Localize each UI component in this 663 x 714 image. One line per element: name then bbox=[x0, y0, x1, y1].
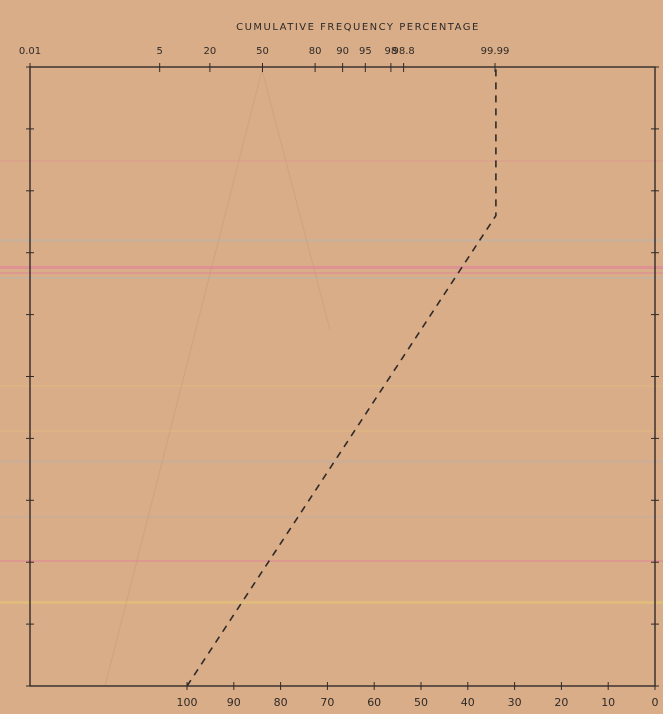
chart-title: CUMULATIVE FREQUENCY PERCENTAGE bbox=[236, 22, 480, 33]
ghost-line bbox=[104, 69, 263, 687]
stripe bbox=[0, 385, 663, 387]
top-tick-label: 98.8 bbox=[392, 46, 414, 57]
top-tick-label: 80 bbox=[309, 46, 322, 57]
stripe bbox=[0, 239, 663, 242]
top-tick-label: 5 bbox=[156, 46, 162, 57]
bottom-tick-label: 80 bbox=[274, 696, 288, 709]
bottom-tick-label: 40 bbox=[461, 696, 475, 709]
bottom-tick-label: 30 bbox=[508, 696, 522, 709]
stripe bbox=[0, 430, 663, 432]
stripe bbox=[0, 160, 663, 162]
top-tick-label: 0.01 bbox=[19, 46, 41, 57]
stripe bbox=[0, 601, 663, 604]
stripe bbox=[0, 277, 663, 279]
series-layer bbox=[186, 67, 497, 687]
bottom-tick-label: 100 bbox=[177, 696, 198, 709]
bottom-tick-label: 70 bbox=[320, 696, 334, 709]
top-tick-label: 20 bbox=[204, 46, 217, 57]
bottom-tick-label: 20 bbox=[554, 696, 568, 709]
top-tick-label: 95 bbox=[359, 46, 372, 57]
bottom-tick-label: 60 bbox=[367, 696, 381, 709]
side-axes bbox=[26, 66, 659, 687]
series-line bbox=[186, 67, 497, 687]
bottom-tick-label: 0 bbox=[652, 696, 659, 709]
bottom-tick-label: 90 bbox=[227, 696, 241, 709]
ghost-lines bbox=[104, 69, 331, 687]
stripe bbox=[0, 516, 663, 518]
top-tick-label: 99.99 bbox=[481, 46, 510, 57]
ghost-line bbox=[261, 69, 331, 331]
top-tick-label: 50 bbox=[256, 46, 269, 57]
top-tick-label: 98 bbox=[385, 46, 398, 57]
bottom-tick-label: 10 bbox=[601, 696, 615, 709]
stripe bbox=[0, 272, 663, 274]
top-tick-label: 90 bbox=[336, 46, 349, 57]
stripe bbox=[0, 560, 663, 562]
stripe bbox=[0, 266, 663, 269]
stripe bbox=[0, 460, 663, 463]
bottom-axis: 100 90 80 70 60 50 40 30 20 10 0 bbox=[177, 682, 659, 709]
bottom-tick-label: 50 bbox=[414, 696, 428, 709]
